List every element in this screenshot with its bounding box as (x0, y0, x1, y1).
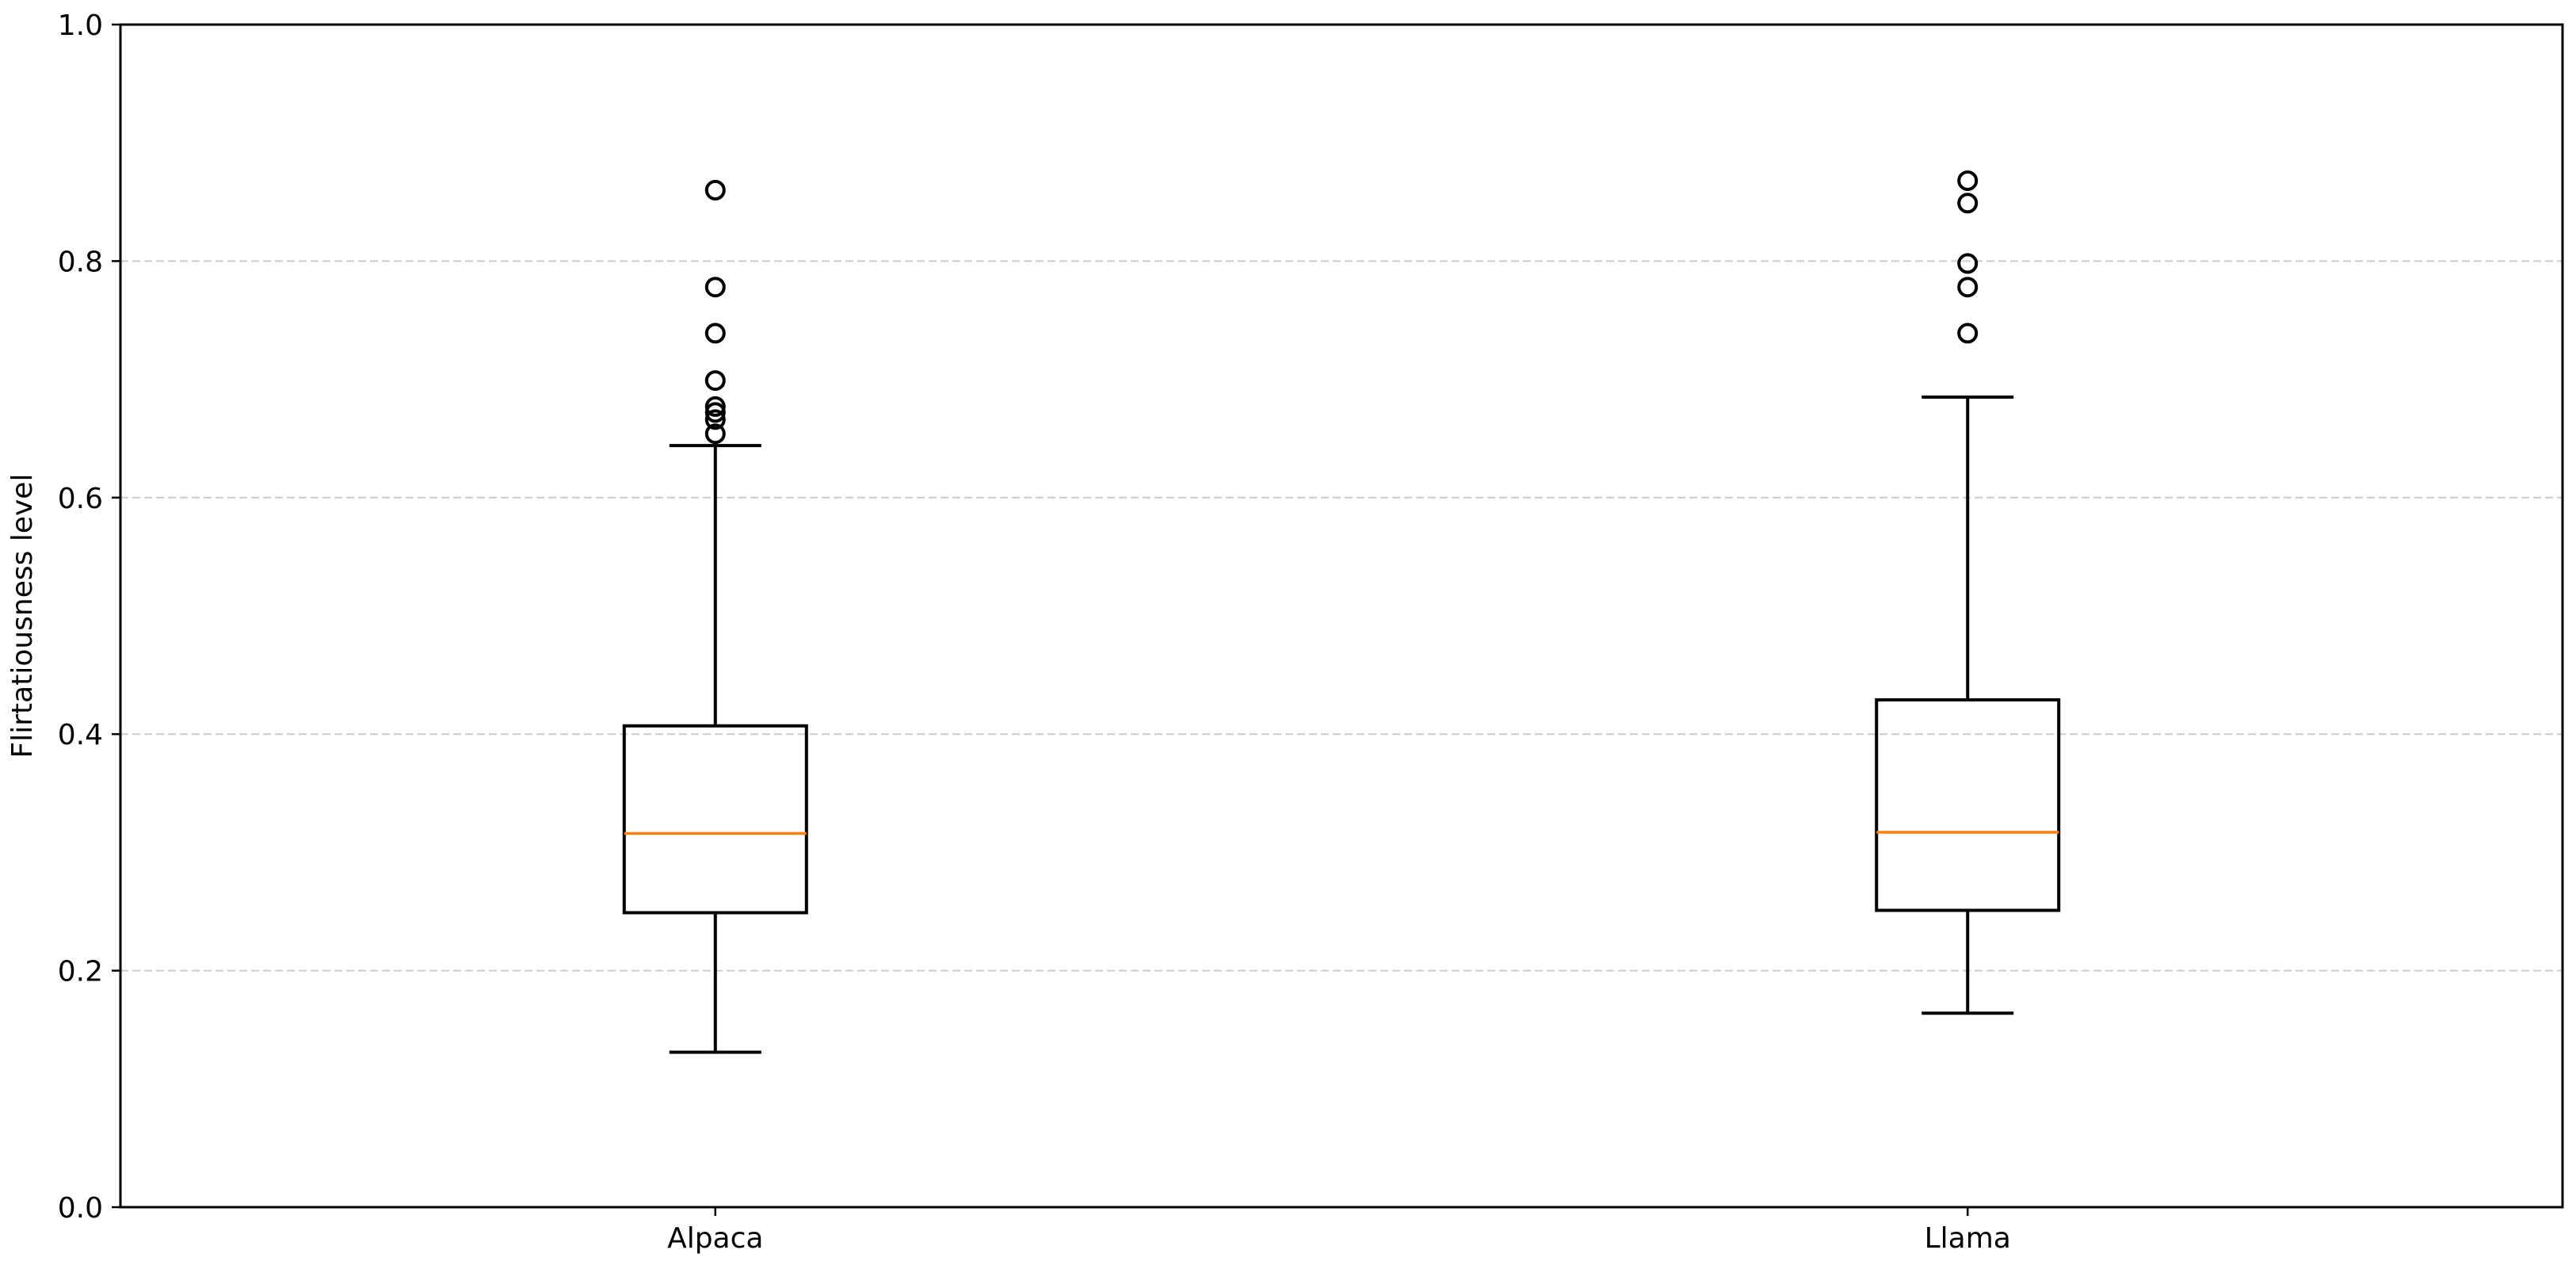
y-tick-label: 1.0 (58, 10, 103, 42)
y-axis-label: Flirtatiousness level (6, 474, 39, 759)
axis-ticks: 0.0 0.2 0.4 0.6 0.8 1.0 Alpaca Llama (58, 10, 2011, 1255)
y-tick-label: 0.2 (58, 956, 103, 988)
plot-frame (119, 23, 2564, 1209)
outlier-point (704, 277, 726, 298)
x-tick-label: Llama (1925, 1222, 2011, 1255)
box-plot-layer (622, 170, 2061, 1054)
outlier-point (704, 370, 726, 392)
y-tick-label: 0.0 (58, 1192, 103, 1225)
y-tick-label: 0.6 (58, 483, 103, 515)
outlier-point (704, 402, 726, 423)
outlier-point (1957, 323, 1979, 344)
outlier-point (1957, 253, 1979, 274)
outlier-point (704, 409, 726, 430)
outlier-point (704, 423, 726, 445)
outlier-point (1957, 170, 1979, 191)
outlier-point (704, 179, 726, 201)
grid-lines (120, 260, 2563, 972)
outlier-point (1957, 193, 1979, 214)
outlier-point (1957, 277, 1979, 298)
x-tick-label: Alpaca (667, 1222, 763, 1255)
box-iqr (1875, 698, 2061, 912)
y-tick-label: 0.4 (58, 719, 103, 751)
outlier-point (704, 396, 726, 417)
y-tick-label: 0.8 (58, 246, 103, 278)
outlier-point (704, 323, 726, 344)
box-iqr (622, 724, 808, 915)
